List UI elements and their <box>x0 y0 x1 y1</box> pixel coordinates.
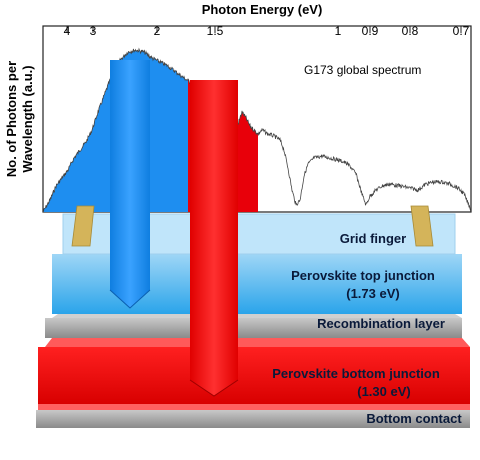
svg-text:Wavelength (a.u.): Wavelength (a.u.) <box>20 65 35 172</box>
top-junction-bandgap: (1.73 eV) <box>346 286 399 301</box>
top-axis-ticks: 4 3 2 1.5 1 0.9 0.8 0.7 <box>64 24 470 38</box>
svg-text:No. of Photons per: No. of Photons per <box>4 61 19 177</box>
tick-label: 4 <box>64 24 71 38</box>
tick-label: 1.5 <box>207 24 224 38</box>
bottom-contact-label: Bottom contact <box>366 411 462 426</box>
red-photon-arrow <box>190 80 238 396</box>
bottom-junction-top-face <box>45 338 470 347</box>
tick-label: 0.8 <box>402 24 419 38</box>
grid-finger-label: Grid finger <box>340 231 406 246</box>
tick-label: 3 <box>90 24 97 38</box>
recombination-layer <box>45 318 462 338</box>
tick-label: 0.9 <box>362 24 379 38</box>
bottom-junction-layer <box>38 347 470 404</box>
y-axis-title: No. of Photons per Wavelength (a.u.) <box>4 61 35 177</box>
grid-finger-right <box>410 205 434 247</box>
bottom-junction-label: Perovskite bottom junction <box>272 366 440 381</box>
top-junction-label: Perovskite top junction <box>291 268 435 283</box>
recombination-label: Recombination layer <box>317 316 445 331</box>
bottom-junction-bandgap: (1.30 eV) <box>357 384 410 399</box>
recombination-top-face <box>52 314 462 318</box>
legend-label: G173 global spectrum <box>304 63 421 77</box>
grid-finger-left <box>71 205 95 247</box>
top-axis-title: Photon Energy (eV) <box>202 2 323 17</box>
tick-label: 2 <box>154 24 161 38</box>
tick-label: 0.7 <box>453 24 470 38</box>
bottom-contact-layer <box>36 410 470 428</box>
blue-photon-arrow <box>110 60 150 308</box>
tick-label: 1 <box>335 24 342 38</box>
